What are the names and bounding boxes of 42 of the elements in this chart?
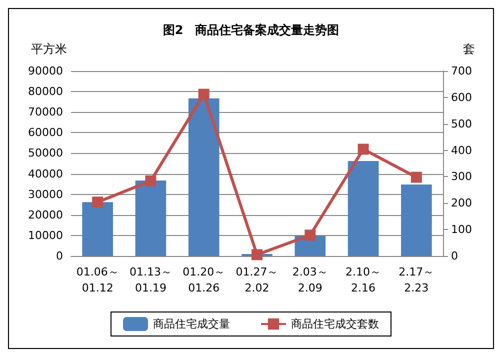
x-tick-label: 01.27～ 2.02	[236, 266, 278, 294]
y-axis-title: 平方米	[31, 42, 67, 56]
y-tick-label: 80000	[28, 85, 63, 98]
x-tick-label: 01.20～ 01.26	[182, 266, 226, 294]
y-tick-label: 10000	[28, 228, 63, 242]
point	[198, 88, 210, 100]
bar	[188, 98, 220, 256]
x-tick-label: 01.13～ 01.19	[129, 266, 172, 294]
bar	[348, 161, 379, 256]
y2-tick-label: 100	[451, 223, 472, 236]
y-tick-label: 90000	[28, 64, 63, 78]
bar	[401, 184, 432, 256]
x-tick-label: 2.17～ 2.23	[398, 266, 434, 294]
y-tick-label: 40000	[28, 167, 63, 180]
y2-tick-label: 0	[451, 250, 458, 262]
point	[410, 172, 422, 183]
y2-axis-title: 套	[463, 42, 475, 56]
y-tick-label: 60000	[28, 126, 63, 140]
chart-title: 图2 商品住宅备案成交量走势图	[162, 23, 340, 37]
y-tick-label: 0	[56, 250, 63, 262]
point	[304, 230, 316, 241]
y-tick-label: 70000	[28, 106, 63, 119]
y2-tick-label: 500	[451, 117, 472, 130]
y2-tick-label: 600	[451, 90, 472, 104]
legend-label: 商品住宅成交套数	[291, 318, 379, 330]
bar	[135, 180, 166, 256]
x-tick-label: 01.06～ 01.12	[76, 266, 119, 294]
y-tick-label: 30000	[28, 188, 63, 201]
point	[92, 196, 104, 208]
point	[145, 175, 156, 186]
y2-tick-label: 400	[451, 144, 472, 157]
x-tick-label: 2.10～ 2.16	[346, 266, 382, 294]
y-tick-label: 20000	[28, 208, 63, 222]
x-tick-label: 2.03～ 2.09	[292, 266, 328, 294]
point	[252, 249, 262, 260]
point	[358, 144, 369, 155]
legend-label: 商品住宅成交量	[153, 318, 230, 330]
bar	[82, 202, 113, 256]
y2-tick-label: 700	[451, 64, 472, 78]
y2-tick-label: 300	[451, 170, 472, 184]
y-tick-label: 50000	[28, 146, 63, 160]
y2-tick-label: 200	[451, 196, 472, 210]
